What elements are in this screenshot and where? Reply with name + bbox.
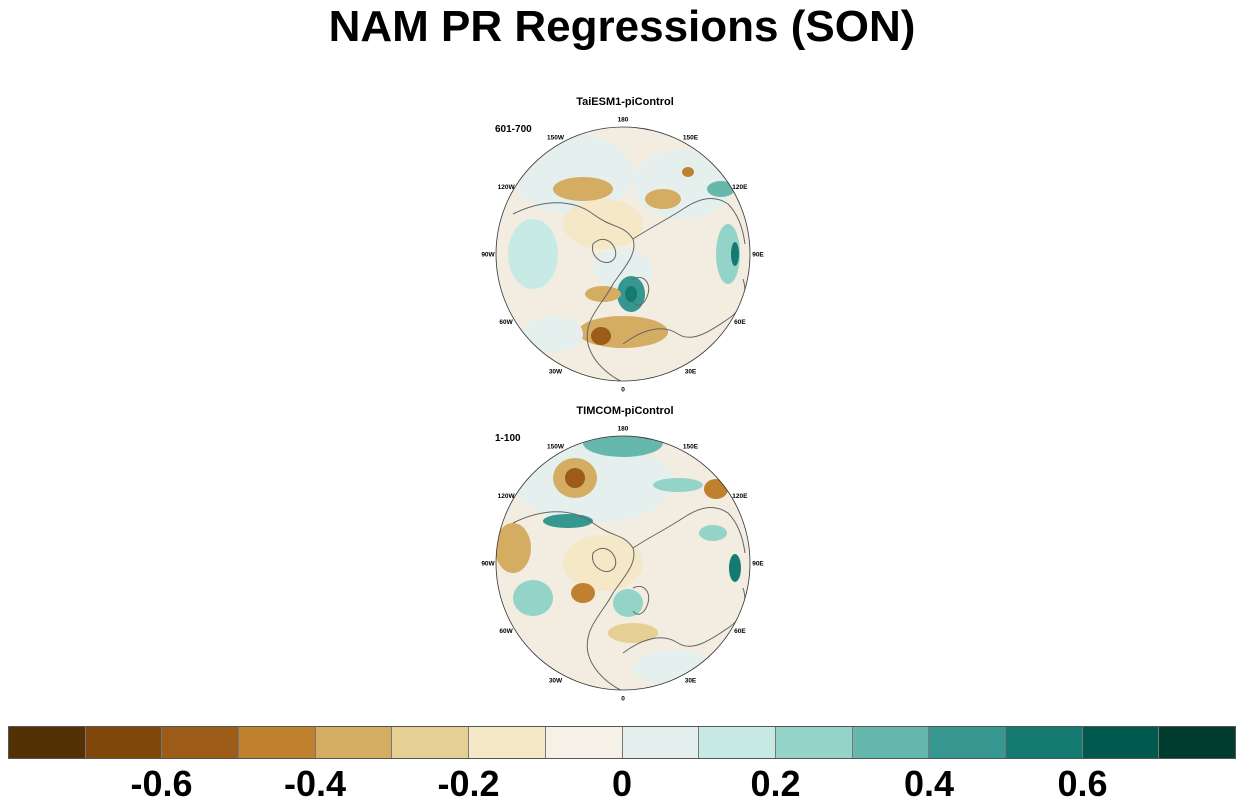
coastline bbox=[512, 511, 635, 690]
longitude-label: 150W bbox=[547, 444, 565, 451]
longitude-label: 90W bbox=[481, 561, 495, 568]
anomaly-patch bbox=[704, 479, 728, 499]
coastline bbox=[592, 547, 617, 572]
anomaly-patch bbox=[571, 583, 595, 603]
panel-title-1: TaiESM1-piControl bbox=[576, 96, 674, 108]
colorbar-swatch bbox=[85, 727, 163, 758]
longitude-label: 60E bbox=[734, 628, 746, 635]
colorbar-swatch bbox=[929, 727, 1006, 758]
anomaly-patch bbox=[553, 177, 613, 201]
longitude-label: 150E bbox=[683, 444, 699, 451]
anomaly-patch bbox=[608, 623, 658, 643]
coastline bbox=[632, 586, 650, 615]
anomaly-patch bbox=[578, 316, 668, 348]
longitude-label: 120W bbox=[498, 184, 516, 191]
colorbar-swatch bbox=[852, 727, 930, 758]
longitude-label: 30W bbox=[549, 677, 563, 684]
longitude-label: 30E bbox=[685, 677, 697, 684]
colorbar-swatch bbox=[239, 727, 316, 758]
longitude-label: 90E bbox=[752, 561, 764, 568]
anomaly-patch bbox=[565, 468, 585, 488]
colorbar-swatch bbox=[469, 727, 546, 758]
panel-period-2: 1-100 bbox=[495, 433, 521, 444]
colorbar bbox=[8, 726, 1236, 759]
longitude-label: 150E bbox=[683, 135, 699, 142]
anomaly-patch bbox=[563, 535, 643, 591]
anomaly-patch bbox=[716, 224, 740, 284]
coastline bbox=[632, 507, 746, 554]
anomaly-patch bbox=[508, 219, 558, 289]
colorbar-swatch bbox=[162, 727, 240, 758]
anomaly-patch bbox=[645, 189, 681, 209]
longitude-label: 0 bbox=[621, 696, 625, 703]
longitude-label: 90E bbox=[752, 252, 764, 259]
longitude-label: 0 bbox=[621, 387, 625, 394]
anomaly-patch bbox=[583, 436, 663, 457]
longitude-label: 60W bbox=[499, 628, 513, 635]
anomaly-patch bbox=[513, 580, 553, 616]
colorbar-swatch bbox=[392, 727, 470, 758]
anomaly-patch bbox=[523, 316, 583, 352]
anomaly-patch bbox=[633, 650, 713, 686]
anomaly-patch bbox=[496, 523, 531, 573]
map-boundary bbox=[495, 435, 751, 691]
anomaly-patch bbox=[707, 181, 735, 197]
coastline bbox=[512, 202, 635, 381]
colorbar-swatch bbox=[699, 727, 776, 758]
coastline bbox=[632, 198, 746, 245]
longitude-label: 60W bbox=[499, 319, 513, 326]
colorbar-tick-label: 0 bbox=[611, 763, 633, 804]
polar-map-2: 180 150E 120E 90E 60E 30E 0 30W 60W 90W 120W 150W bbox=[481, 426, 764, 703]
colorbar-swatch bbox=[622, 727, 700, 758]
anomaly-patch bbox=[653, 478, 703, 492]
anomaly-patch bbox=[682, 167, 694, 177]
longitude-label: 60E bbox=[734, 319, 746, 326]
longitude-label: 120E bbox=[732, 184, 748, 191]
longitude-label: 180 bbox=[618, 117, 629, 124]
longitude-label: 120W bbox=[498, 493, 516, 500]
anomaly-patch bbox=[625, 286, 637, 302]
longitude-label: 120E bbox=[732, 493, 748, 500]
anomaly-patch bbox=[729, 554, 741, 582]
colorbar-swatch bbox=[9, 727, 86, 758]
colorbar-tick-label: 0.2 bbox=[750, 763, 801, 804]
anomaly-patch bbox=[699, 525, 727, 541]
longitude-label: 30E bbox=[685, 368, 697, 375]
coastline bbox=[592, 238, 617, 263]
colorbar-swatch bbox=[1159, 727, 1235, 758]
colorbar-tick-label: 0.6 bbox=[1057, 763, 1108, 804]
colorbar-tick-label: 0.4 bbox=[903, 763, 955, 804]
anomaly-patch bbox=[563, 199, 643, 249]
longitude-label: 30W bbox=[549, 368, 563, 375]
longitude-label: 90W bbox=[481, 252, 495, 259]
panel-title-2: TIMCOM-piControl bbox=[576, 405, 674, 417]
anomaly-patch bbox=[613, 589, 643, 617]
colorbar-swatch bbox=[1005, 727, 1083, 758]
panel-period-1: 601-700 bbox=[495, 124, 532, 135]
coastline bbox=[632, 277, 650, 306]
longitude-label: 150W bbox=[547, 135, 565, 142]
colorbar-tick-label: -0.2 bbox=[437, 763, 500, 804]
colorbar-swatch bbox=[1082, 727, 1160, 758]
colorbar-swatch bbox=[775, 727, 853, 758]
colorbar-tick-label: -0.4 bbox=[283, 763, 347, 804]
colorbar-swatch bbox=[315, 727, 393, 758]
anomaly-patch bbox=[543, 514, 593, 528]
map-boundary bbox=[495, 126, 751, 382]
longitude-label: 180 bbox=[618, 426, 629, 433]
anomaly-patch bbox=[591, 327, 611, 345]
polar-map-1: 180 150E 120E 90E 60E 30E 0 30W 60W 90W 120W 150W bbox=[481, 117, 764, 394]
colorbar-swatch bbox=[545, 727, 623, 758]
anomaly-patch bbox=[731, 242, 739, 266]
colorbar-tick-label: -0.6 bbox=[130, 763, 193, 804]
anomaly-patch bbox=[585, 286, 621, 302]
figure-title: NAM PR Regressions (SON) bbox=[328, 2, 916, 51]
